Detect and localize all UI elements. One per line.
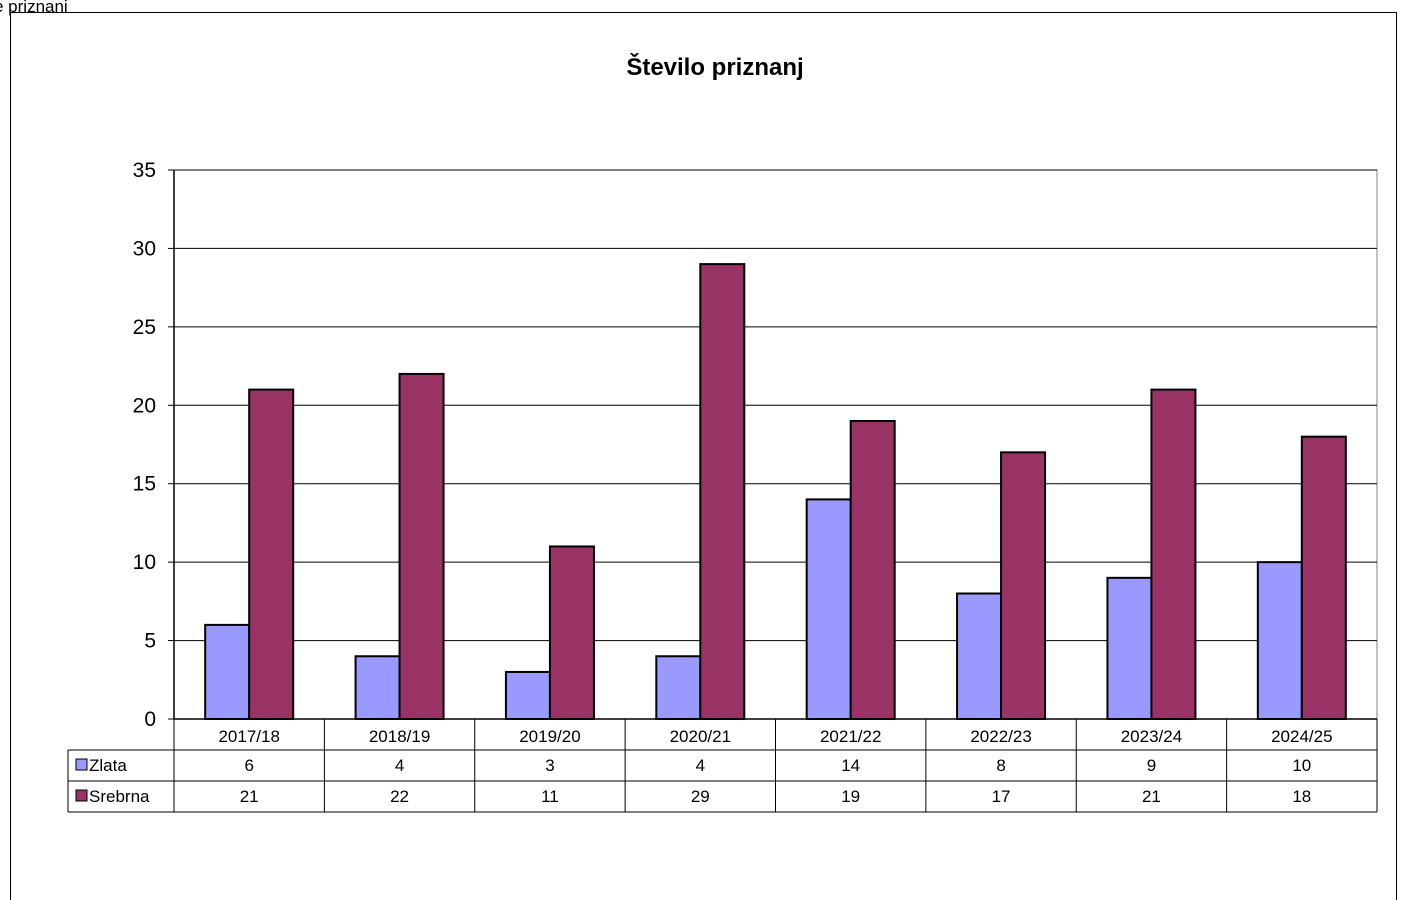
x-tick-label: 2017/18 — [218, 727, 279, 746]
bar-srebrna — [849, 419, 896, 720]
y-tick-label: 5 — [144, 630, 156, 653]
chart-title: Število priznanj — [626, 53, 803, 81]
bar-zlata — [805, 498, 852, 720]
y-tick-label: 15 — [133, 473, 156, 496]
bar-srebrna — [1000, 451, 1047, 720]
x-tick-label: 2023/24 — [1121, 727, 1182, 746]
bar-zlata — [504, 670, 551, 721]
legend-key-srebrna — [75, 789, 88, 802]
bar-srebrna — [1150, 388, 1197, 720]
data-label-zlata: 4 — [395, 756, 404, 775]
y-tick-label: 35 — [133, 159, 156, 182]
x-tick-label: 2020/21 — [670, 727, 731, 746]
data-label-srebrna: 22 — [390, 787, 409, 806]
x-tick-label: 2024/25 — [1271, 727, 1332, 746]
data-label-srebrna: 29 — [691, 787, 710, 806]
y-tick-label: 20 — [133, 394, 156, 417]
data-label-srebrna: 18 — [1292, 787, 1311, 806]
y-tick-label: 10 — [133, 551, 156, 574]
data-label-srebrna: 19 — [841, 787, 860, 806]
data-label-srebrna: 21 — [240, 787, 259, 806]
data-label-srebrna: 17 — [992, 787, 1011, 806]
plot-area: 0 5 10 15 20 25 30 35 2017/18 2018/19 2019/20 2020/… — [67, 159, 1378, 813]
y-tick-label: 30 — [133, 237, 156, 260]
bar-srebrna — [548, 545, 595, 721]
data-label-zlata: 9 — [1147, 756, 1156, 775]
legend-label-srebrna: Srebrna — [89, 787, 150, 806]
x-tick-label: 2022/23 — [970, 727, 1031, 746]
data-label-zlata: 3 — [545, 756, 554, 775]
data-label-zlata: 10 — [1292, 756, 1311, 775]
legend-key-zlata — [75, 758, 88, 771]
bar-zlata — [655, 655, 702, 720]
data-label-zlata: 4 — [696, 756, 705, 775]
bar-srebrna — [699, 263, 746, 720]
data-label-zlata: 8 — [996, 756, 1005, 775]
bar-zlata — [1256, 561, 1303, 721]
y-tick-label: 25 — [133, 316, 156, 339]
bar-zlata — [1106, 576, 1153, 720]
plot-background — [173, 169, 1378, 720]
x-tick-label: 2021/22 — [820, 727, 881, 746]
data-label-zlata: 14 — [841, 756, 860, 775]
x-tick-label: 2018/19 — [369, 727, 430, 746]
x-tick-label: 2019/20 — [519, 727, 580, 746]
bar-zlata — [354, 655, 401, 720]
legend-label-zlata: Zlata — [89, 756, 127, 775]
data-label-zlata: 6 — [244, 756, 253, 775]
bar-srebrna — [1300, 435, 1347, 720]
data-label-srebrna: 11 — [541, 787, 559, 806]
bar-zlata — [204, 623, 251, 721]
data-label-srebrna: 21 — [1142, 787, 1161, 806]
bar-srebrna — [248, 388, 295, 720]
bar-srebrna — [398, 372, 445, 720]
y-tick-label: 0 — [144, 708, 156, 731]
bar-zlata — [956, 592, 1003, 720]
